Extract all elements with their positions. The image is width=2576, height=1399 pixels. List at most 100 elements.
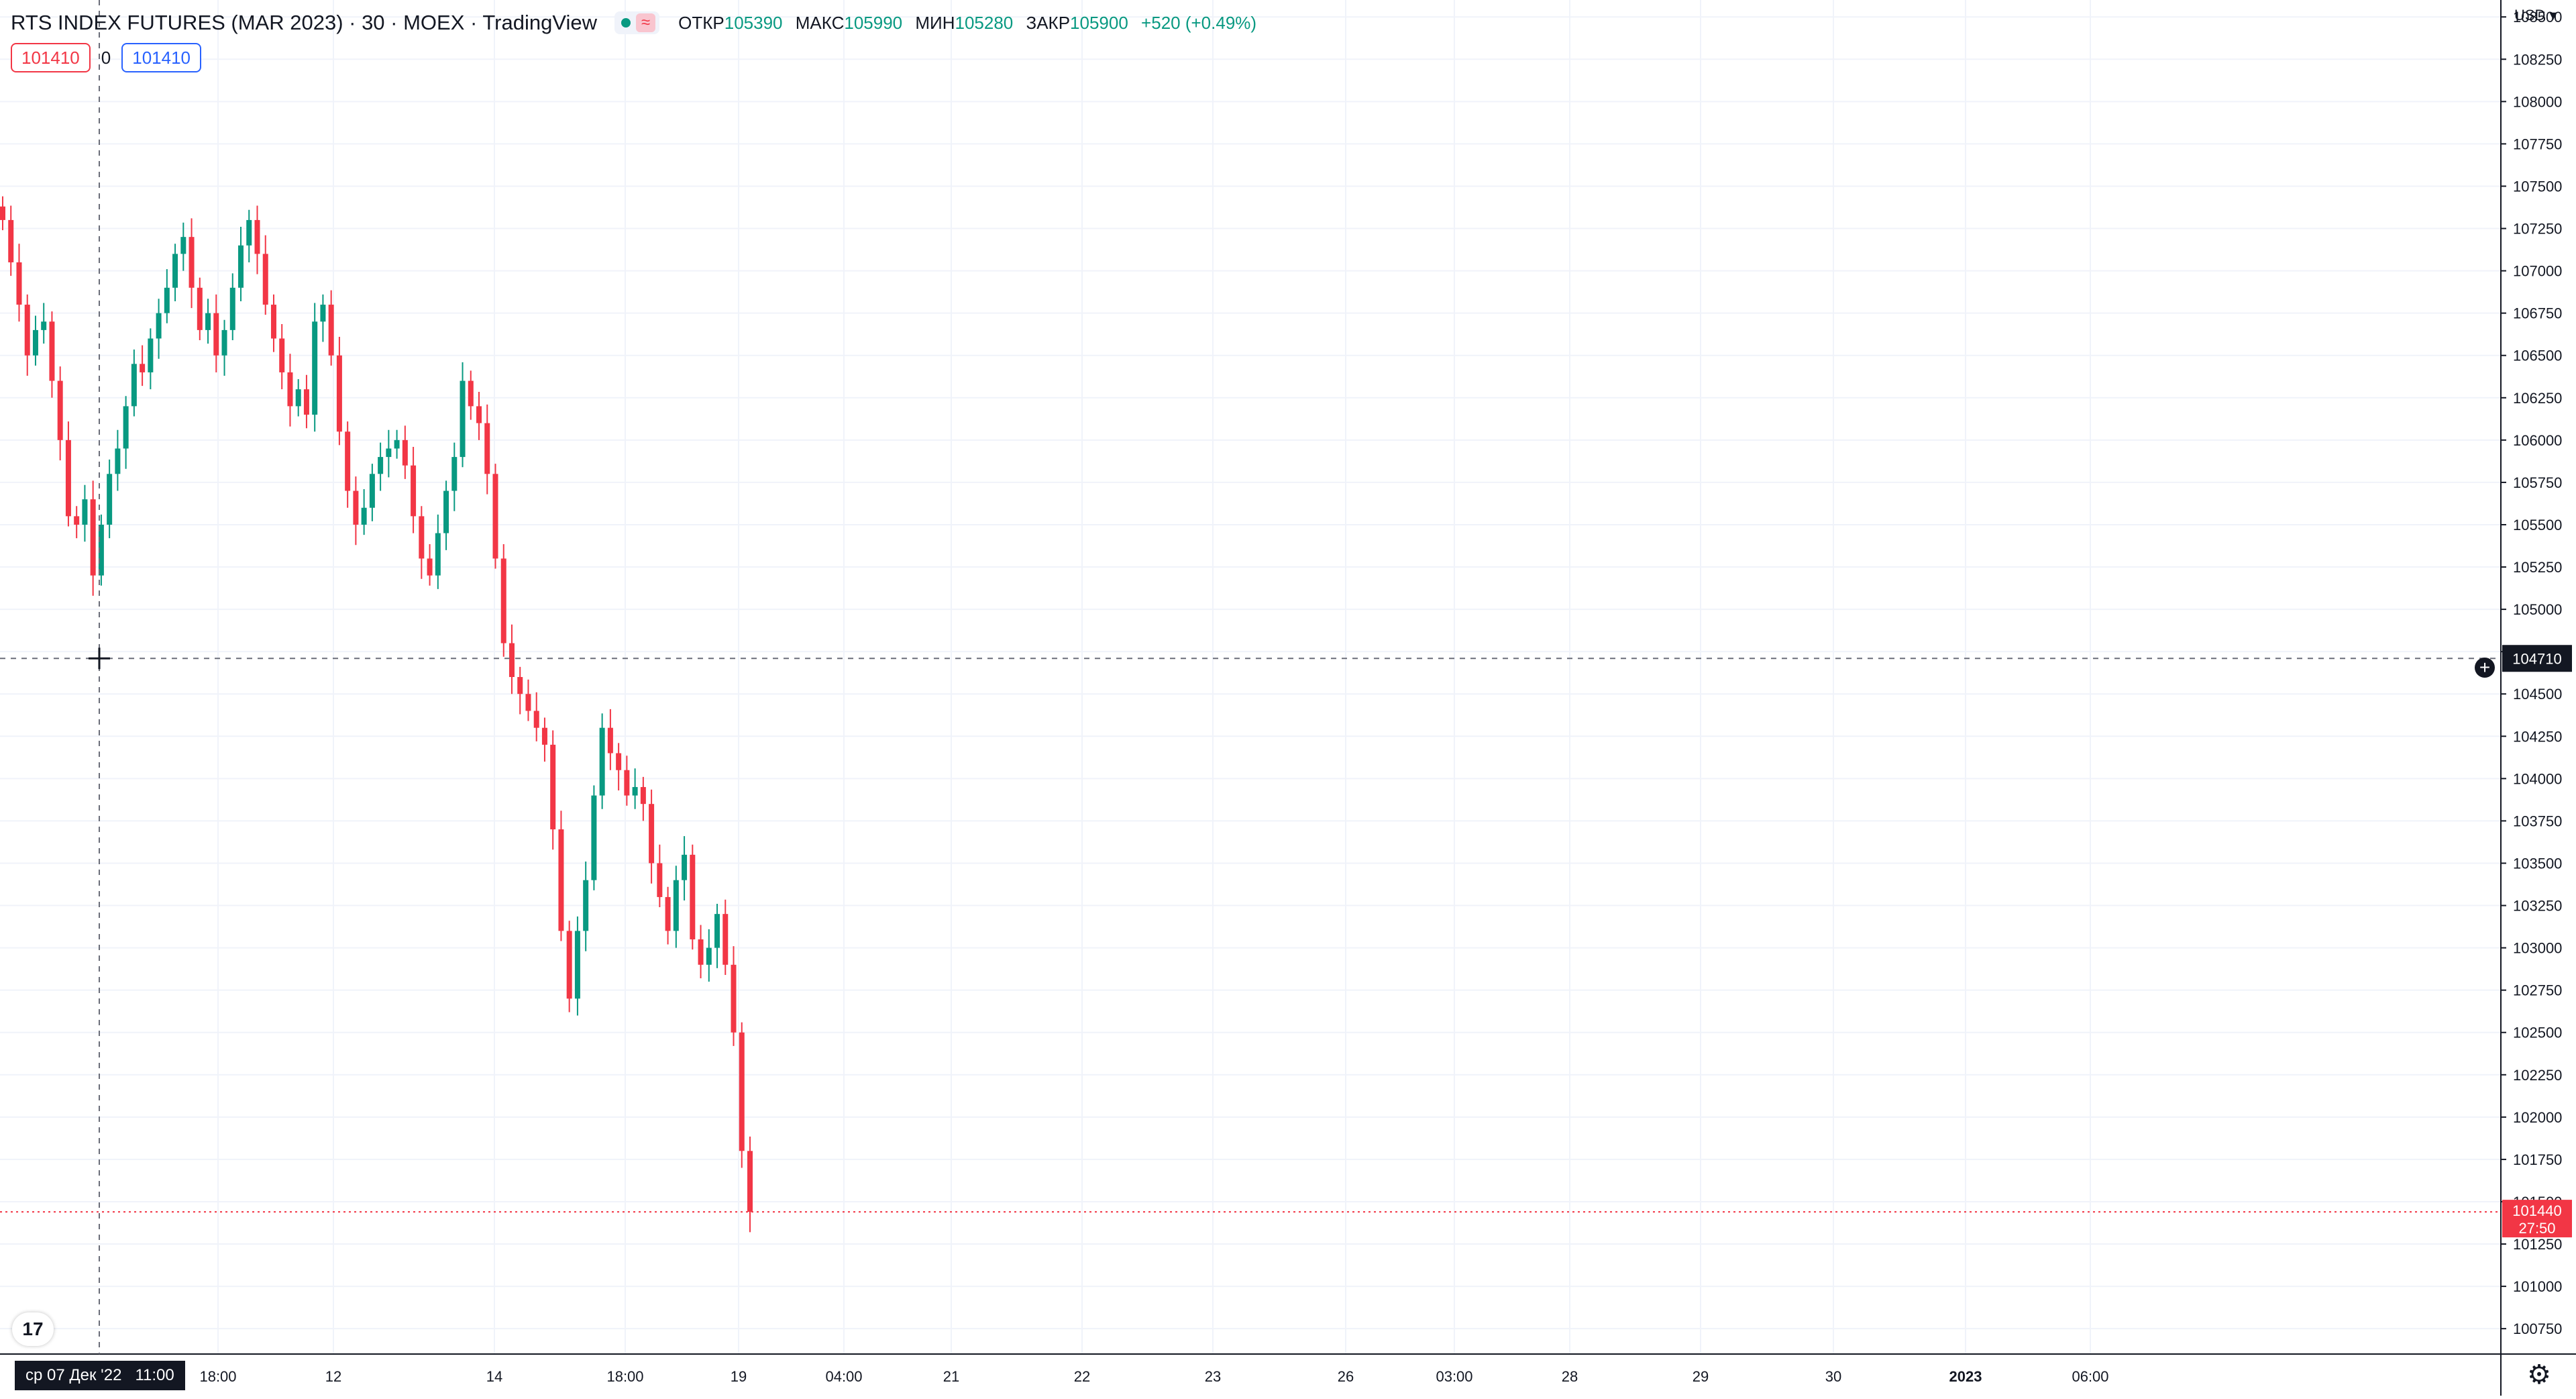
candle-body [336,355,342,432]
time-tick-label: 04:00 [825,1368,862,1385]
candle-body [74,516,80,525]
price-tick-label: 104250 [2513,728,2562,745]
candle-body [386,448,392,458]
time-tick-label: 22 [1074,1368,1090,1385]
crosshair-price-label: 104710 [2512,650,2561,667]
close-label: ЗАКР [1026,12,1071,33]
candle-body [205,313,211,330]
currency-selector[interactable]: USD ▾ [2514,7,2557,23]
candle-body [148,338,154,372]
candle-body [550,744,556,830]
candle-body [57,380,63,440]
price-tick-label: 104500 [2513,686,2562,703]
candle-body [115,448,121,474]
candle-body [599,727,605,796]
candle-body [180,237,186,254]
candle-body [295,389,301,407]
open-value: 105390 [724,12,783,33]
data-delay-icon[interactable]: ≈ [635,13,656,32]
candle-body [213,313,219,356]
price-tick-label: 102500 [2513,1025,2562,1041]
tradingview-logo-icon[interactable]: 17 [12,1312,54,1346]
price-tick-label: 108500 [2513,9,2562,25]
candle-body [16,262,22,305]
gear-icon[interactable]: ⚙ [2527,1360,2551,1390]
indicator-value-box-2[interactable]: 101410 [121,43,201,72]
last-price-badge [2502,1200,2572,1238]
indicator-value-box-1[interactable]: 101410 [11,43,91,72]
candle-body [427,558,433,576]
open-label: ОТКР [678,12,724,33]
time-tick-label: 28 [1562,1368,1578,1385]
candle-body [8,219,14,262]
status-pill[interactable]: ≈ [614,11,660,34]
candle-body [328,305,334,356]
time-tick-label: 2023 [1949,1368,1982,1385]
price-tick-label: 103250 [2513,898,2562,915]
candle-body [583,880,589,931]
candle-body [533,711,539,728]
candle-body [517,677,523,694]
crosshair-date: ср 07 Дек '22 [25,1366,122,1384]
candle-body [591,795,597,880]
ohlc-values: ОТКР105390 МАКС105990 МИН105280 ЗАКР1059… [678,13,1256,34]
candle-body [262,254,268,305]
candle-body [98,524,104,576]
candle-body [690,854,696,939]
price-tick-label: 105750 [2513,474,2562,491]
price-tick-label: 104000 [2513,770,2562,787]
candle-body [492,474,498,559]
candle-body [156,313,162,339]
candle-body [484,423,490,474]
time-tick-label: 03:00 [1436,1368,1472,1385]
price-tick-label: 106500 [2513,348,2562,364]
candle-body [303,389,309,415]
candle-body [369,474,375,508]
high-label: МАКС [795,12,845,33]
add-alert-plus-icon[interactable]: + [2475,658,2495,678]
candle-body [238,245,244,288]
time-tick-label: 19 [731,1368,747,1385]
candle-body [476,406,482,423]
indicator-middle-value: 0 [101,47,111,68]
market-open-icon [621,18,631,28]
candle-body [443,490,449,533]
price-tick-label: 102250 [2513,1067,2562,1084]
candle-body [41,321,47,330]
close-value: 105900 [1070,12,1128,33]
candle-body [468,380,474,407]
price-tick-label: 102000 [2513,1109,2562,1126]
indicator-inputs: 101410 0 101410 [11,43,201,72]
candle-body [254,219,260,254]
candle-body [616,753,622,770]
crosshair-date-badge: ср 07 Дек '22 11:00 [15,1361,185,1390]
price-tick-label: 107750 [2513,136,2562,152]
price-tick-label: 107500 [2513,178,2562,195]
candle-body [65,439,71,517]
price-tick-label: 108000 [2513,93,2562,110]
time-tick-label: 29 [1693,1368,1709,1385]
time-tick-label: 23 [1205,1368,1221,1385]
candle-body [419,516,425,559]
price-tick-label: 101000 [2513,1278,2562,1295]
candle-body [189,237,195,288]
candle-body [221,329,227,356]
candle-body [722,914,729,965]
candle-body [345,431,351,491]
candle-body [24,305,30,356]
candle-body [739,1032,745,1151]
time-tick-label: 06:00 [2072,1368,2108,1385]
candle-body [624,770,630,796]
candle-body [164,287,170,313]
bar-countdown-label: 27:50 [2518,1220,2555,1237]
candle-body [172,254,178,288]
symbol-title[interactable]: RTS INDEX FUTURES (MAR 2023) · 30 · MOEX… [11,11,597,34]
candle-body [649,804,655,864]
candle-body [229,287,235,330]
candle-body [246,219,252,246]
candle-body [665,896,671,931]
symbol-legend: RTS INDEX FUTURES (MAR 2023) · 30 · MOEX… [11,7,1256,39]
candle-body [320,305,326,322]
